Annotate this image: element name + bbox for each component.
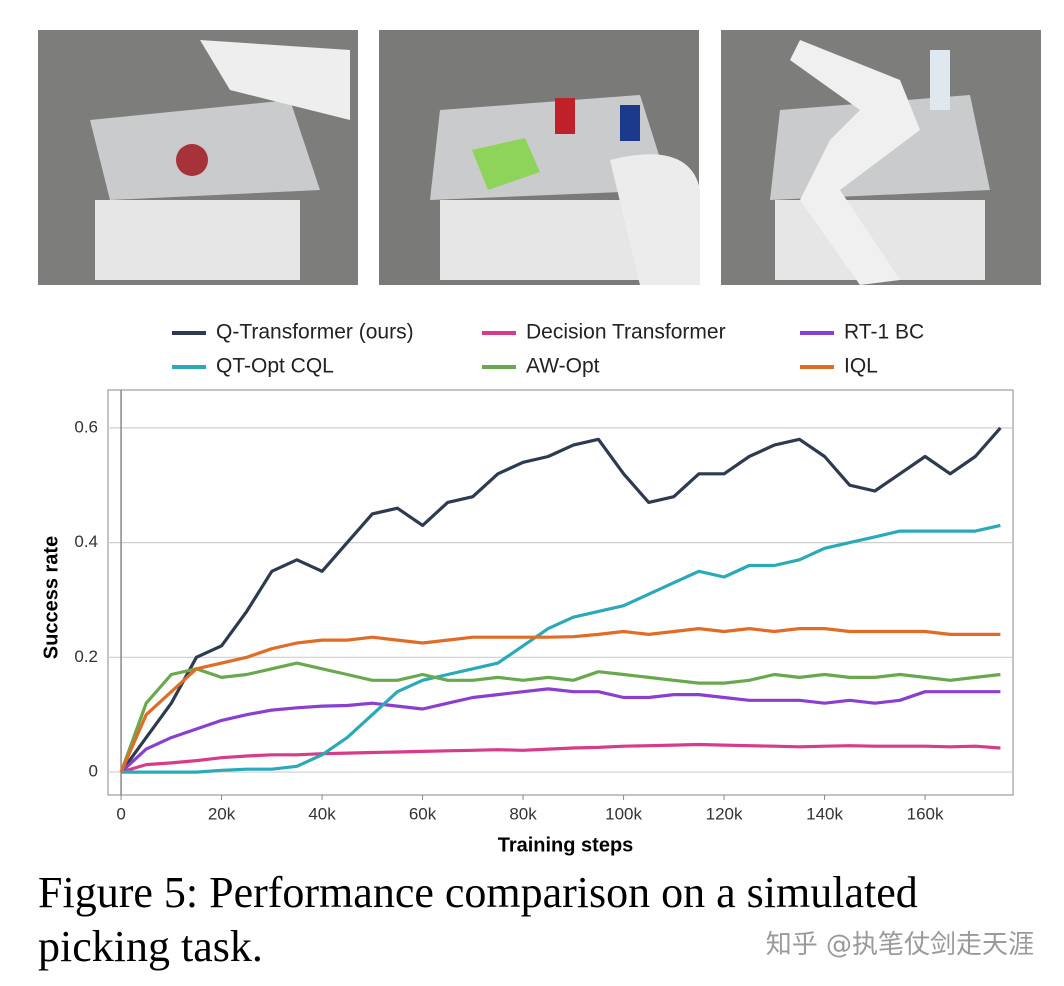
legend-label: Q-Transformer (ours) bbox=[216, 321, 414, 344]
y-tick-label: 0.4 bbox=[74, 532, 98, 551]
series-line bbox=[121, 523, 1001, 774]
legend-label: QT-Opt CQL bbox=[216, 355, 334, 378]
chip-bag bbox=[472, 138, 540, 190]
can bbox=[555, 98, 575, 134]
x-tick-label: 40k bbox=[308, 804, 336, 823]
robot-arm bbox=[200, 40, 350, 120]
x-tick-label: 60k bbox=[409, 804, 437, 823]
legend-label: AW-Opt bbox=[526, 355, 600, 378]
bottle bbox=[930, 50, 950, 110]
x-tick-label: 160k bbox=[907, 804, 944, 823]
legend-label: Decision Transformer bbox=[526, 321, 726, 344]
can bbox=[620, 105, 640, 141]
sim-images bbox=[38, 30, 1041, 285]
x-tick-label: 100k bbox=[605, 804, 642, 823]
series-line bbox=[120, 742, 1001, 774]
caption: Figure 5: Performance comparison on a si… bbox=[38, 868, 918, 971]
apple bbox=[176, 144, 208, 176]
drawer bbox=[95, 200, 300, 280]
x-tick-label: 0 bbox=[116, 804, 125, 823]
series-line bbox=[119, 426, 1002, 774]
x-tick-label: 120k bbox=[706, 804, 743, 823]
series-line bbox=[119, 661, 1001, 773]
robot-arm bbox=[790, 40, 920, 285]
series-line bbox=[120, 687, 1001, 774]
plot-frame bbox=[107, 389, 1014, 796]
x-tick-label: 80k bbox=[509, 804, 537, 823]
y-axis-label: Success rate bbox=[40, 536, 62, 659]
table bbox=[90, 100, 320, 200]
x-tick-label: 20k bbox=[208, 804, 236, 823]
x-tick-label: 140k bbox=[806, 804, 843, 823]
watermark: 知乎 @执笔仗剑走天涯 bbox=[765, 930, 1034, 960]
series-line bbox=[119, 627, 1001, 773]
legend-label: RT-1 BC bbox=[844, 321, 924, 344]
drawer bbox=[440, 200, 640, 280]
robot-arm bbox=[610, 154, 700, 285]
y-tick-label: 0 bbox=[89, 762, 98, 781]
legend-label: IQL bbox=[844, 355, 878, 378]
x-axis-label: Training steps bbox=[498, 834, 634, 856]
y-tick-label: 0.6 bbox=[74, 417, 98, 436]
y-tick-label: 0.2 bbox=[74, 647, 98, 666]
